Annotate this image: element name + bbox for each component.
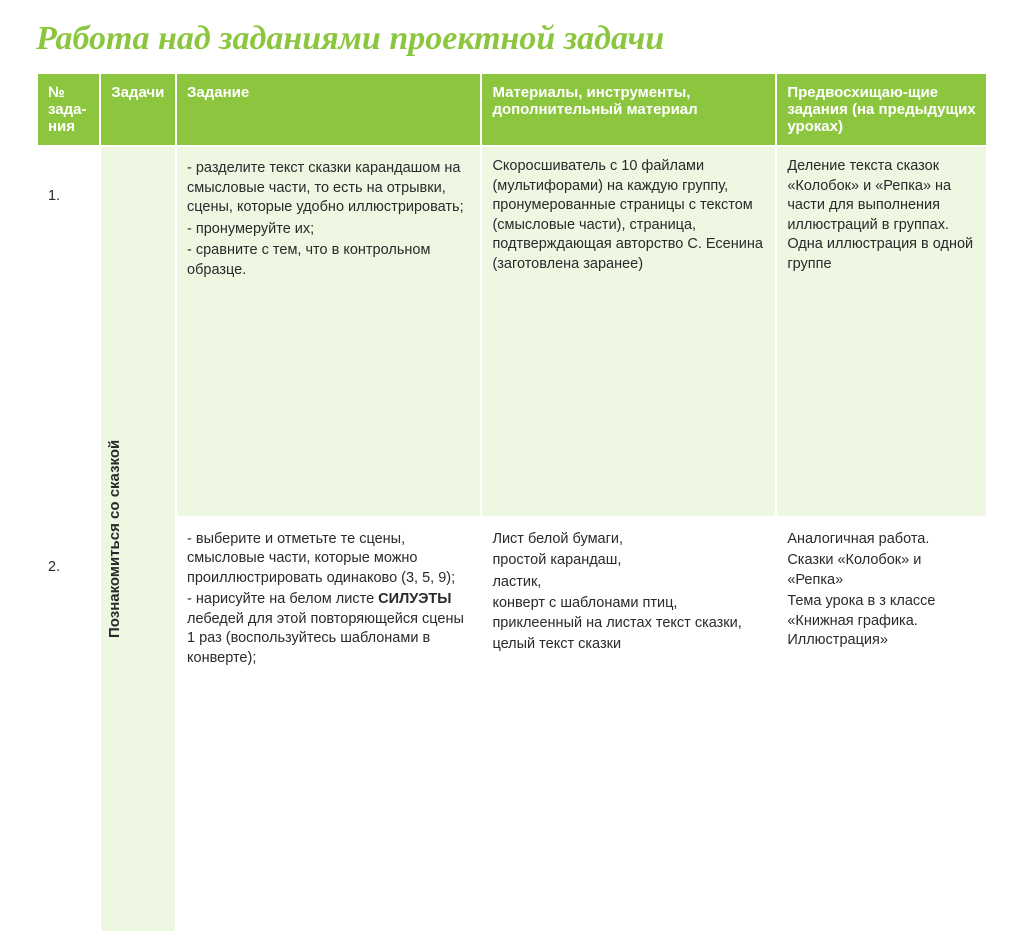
cell-number: 1. — [37, 146, 100, 517]
cell-number: 2. — [37, 517, 100, 932]
vertical-task-label: Познакомиться со сказкой — [105, 155, 125, 923]
cell-task-vertical: Познакомиться со сказкой — [100, 146, 176, 932]
cell-pre: Аналогичная работа. Сказки «Колобок» и «… — [776, 517, 987, 932]
col-header-number: № зада-ния — [37, 73, 100, 146]
col-header-materials: Материалы, инструменты, дополнительный м… — [481, 73, 776, 146]
cell-assignment: - разделите текст сказки карандашом на с… — [176, 146, 481, 517]
cell-assignment: - выберите и отметьте те сцены, смысловы… — [176, 517, 481, 932]
table-header-row: № зада-ния Задачи Задание Материалы, инс… — [37, 73, 987, 146]
task-table: № зада-ния Задачи Задание Материалы, инс… — [36, 72, 988, 933]
table-row: 1. Познакомиться со сказкой - разделите … — [37, 146, 987, 517]
cell-materials: Скоросшиватель с 10 файлами (мультифорам… — [481, 146, 776, 517]
slide: Работа над заданиями проектной задачи № … — [0, 0, 1024, 768]
slide-title: Работа над заданиями проектной задачи — [36, 20, 988, 58]
cell-materials: Лист белой бумаги, простой карандаш, лас… — [481, 517, 776, 932]
col-header-pre: Предвосхищаю-щие задания (на предыдущих … — [776, 73, 987, 146]
col-header-assignment: Задание — [176, 73, 481, 146]
cell-pre: Деление текста сказок «Колобок» и «Репка… — [776, 146, 987, 517]
col-header-task: Задачи — [100, 73, 176, 146]
table-row: 2. - выберите и отметьте те сцены, смысл… — [37, 517, 987, 932]
